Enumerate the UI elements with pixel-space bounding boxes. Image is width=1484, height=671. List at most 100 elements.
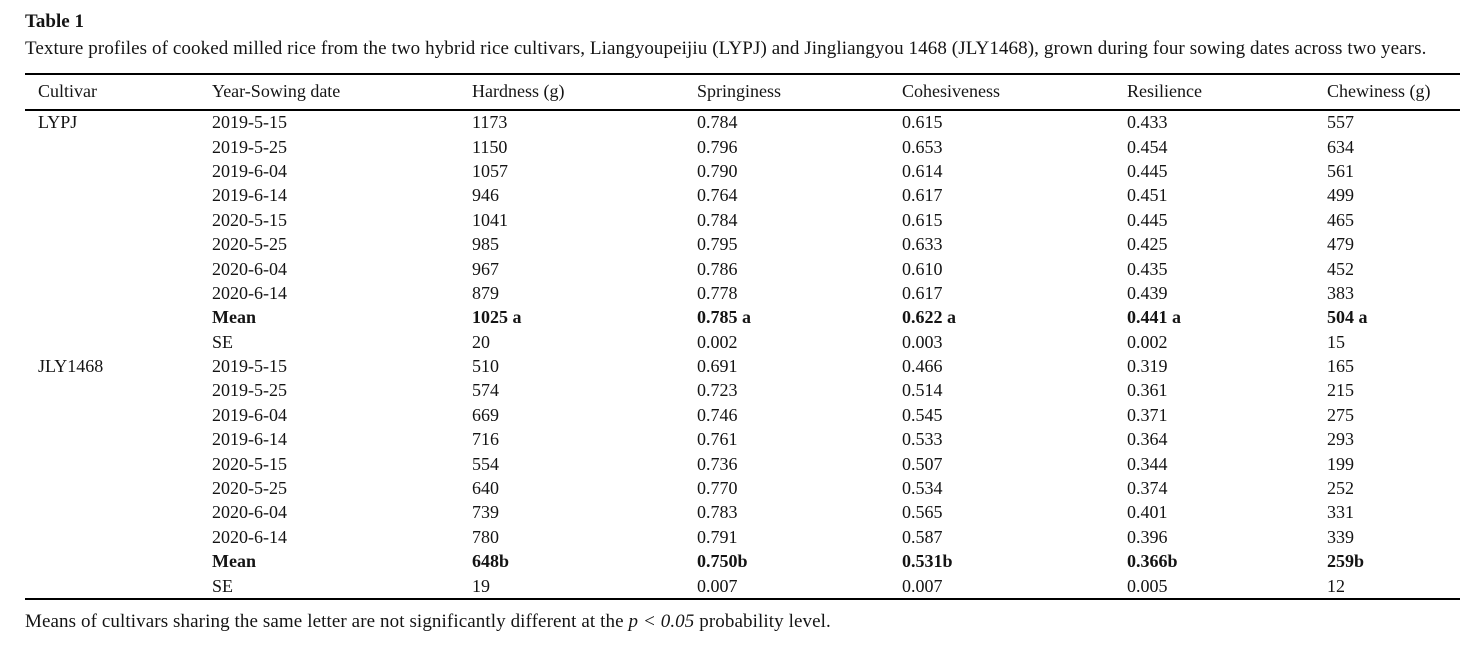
table-cell: 0.610 [902, 258, 943, 279]
table-cell: 1057 [472, 160, 508, 181]
table-cell: 0.433 [1127, 112, 1168, 133]
table-cell: 19 [472, 575, 490, 596]
table-cell: 0.445 [1127, 160, 1168, 181]
table-row: 2020-6-14 780 0.791 0.587 0.396 339 [25, 525, 1460, 549]
table-cell: 2020-6-14 [212, 526, 287, 547]
table-row: LYPJ 2019-5-15 1173 0.784 0.615 0.433 557 [25, 110, 1460, 135]
table-cell: 0.761 [697, 429, 738, 450]
table-caption: Texture profiles of cooked milled rice f… [25, 38, 1427, 59]
table-cell: 2019-5-25 [212, 380, 287, 401]
table-cell: 275 [1327, 404, 1354, 425]
table-cell: 1150 [472, 136, 508, 157]
table-cell: 0.007 [697, 575, 738, 596]
table-row: SE 19 0.007 0.007 0.005 12 [25, 574, 1460, 599]
table-cell: 0.615 [902, 209, 943, 230]
table-cell: 2019-6-14 [212, 429, 287, 450]
table-cell: SE [212, 575, 234, 596]
table-cell: 0.319 [1127, 356, 1168, 377]
table-row: SE 20 0.002 0.003 0.002 15 [25, 330, 1460, 354]
cultivar-cell [25, 574, 212, 599]
table-cell: 0.791 [697, 526, 738, 547]
table-cell: 648b [472, 551, 510, 572]
table-cell: 383 [1327, 282, 1354, 303]
cultivar-cell: LYPJ [38, 112, 78, 133]
table-cell: 0.007 [902, 575, 943, 596]
table-cell: 331 [1327, 502, 1354, 523]
table-cell: 259b [1327, 551, 1365, 572]
cultivar-cell [25, 452, 212, 476]
table-cell: 0.451 [1127, 185, 1168, 206]
table-cell: 0.445 [1127, 209, 1168, 230]
table-cell: 0.344 [1127, 453, 1168, 474]
table-cell: 0.441 a [1127, 307, 1181, 328]
table-cell: 0.746 [697, 404, 738, 425]
table-cell: Mean [212, 307, 256, 328]
column-header-hardness: Hardness (g) [472, 72, 697, 111]
footnote-text-before: Means of cultivars sharing the same lett… [25, 611, 629, 633]
table-cell: 293 [1327, 429, 1354, 450]
table-cell: 0.785 a [697, 307, 751, 328]
column-header-cultivar: Cultivar [25, 72, 212, 111]
table-cell: 1025 a [472, 307, 522, 328]
table-cell: 0.371 [1127, 404, 1168, 425]
table-cell: 12 [1327, 575, 1345, 596]
table-cell: 2020-5-25 [212, 478, 287, 499]
table-cell: 0.764 [697, 185, 738, 206]
table-cell: 780 [472, 526, 499, 547]
table-cell: 0.770 [697, 478, 738, 499]
table-cell: 0.795 [697, 234, 738, 255]
mean-row: Mean 1025 a 0.785 a 0.622 a 0.441 a 504 a [25, 306, 1460, 330]
table-cell: 967 [472, 258, 499, 279]
table-cell: 0.002 [697, 331, 738, 352]
table-cell: 0.691 [697, 356, 738, 377]
table-cell: 465 [1327, 209, 1354, 230]
table-cell: 0.361 [1127, 380, 1168, 401]
table-cell: 479 [1327, 234, 1354, 255]
table-cell: 554 [472, 453, 499, 474]
footnote-significance-level: p < 0.05 [628, 611, 695, 633]
table-cell: 0.507 [902, 453, 943, 474]
table-cell: 0.633 [902, 234, 943, 255]
table-cell: 0.396 [1127, 526, 1168, 547]
table-cell: 0.784 [697, 112, 738, 133]
table-cell: 0.614 [902, 160, 943, 181]
cultivar-cell [25, 208, 212, 232]
table-row: 2020-5-25 640 0.770 0.534 0.374 252 [25, 476, 1460, 500]
table-row: 2020-6-04 739 0.783 0.565 0.401 331 [25, 501, 1460, 525]
table-row: 2019-6-04 669 0.746 0.545 0.371 275 [25, 403, 1460, 427]
table-body: LYPJ 2019-5-15 1173 0.784 0.615 0.433 557 2019-… [25, 110, 1460, 600]
cultivar-cell [25, 281, 212, 305]
cultivar-cell [25, 135, 212, 159]
table-cell: 0.466 [902, 356, 943, 377]
table-cell: 2020-6-04 [212, 258, 287, 279]
table-cell: 0.736 [697, 453, 738, 474]
table-cell: 15 [1327, 331, 1345, 352]
table-cell: 739 [472, 502, 499, 523]
table-cell: 165 [1327, 356, 1354, 377]
table-cell: 0.514 [902, 380, 943, 401]
table-cell: 0.454 [1127, 136, 1168, 157]
table-cell: 0.653 [902, 136, 943, 157]
header-row: Cultivar Year-Sowing date Hardness (g) S… [25, 72, 1460, 111]
cultivar-cell [25, 232, 212, 256]
table-cell: 1041 [472, 209, 508, 230]
table-title: Table 1 [25, 11, 84, 32]
cultivar-cell [25, 159, 212, 183]
table-cell: 2020-5-25 [212, 234, 287, 255]
table-cell: 0.796 [697, 136, 738, 157]
table-cell: 0.374 [1127, 478, 1168, 499]
table-row: 2019-6-14 716 0.761 0.533 0.364 293 [25, 428, 1460, 452]
table-cell: 0.533 [902, 429, 943, 450]
table-footnote: Means of cultivars sharing the same lett… [25, 609, 1460, 635]
cultivar-cell [25, 501, 212, 525]
table-cell: 2019-5-15 [212, 112, 287, 133]
table-cell: 0.615 [902, 112, 943, 133]
table-row: 2020-5-25 985 0.795 0.633 0.425 479 [25, 232, 1460, 256]
table-cell: 0.534 [902, 478, 943, 499]
table-cell: 2020-6-04 [212, 502, 287, 523]
table-row: JLY1468 2019-5-15 510 0.691 0.466 0.319 165 [25, 354, 1460, 378]
table-cell: 2019-6-04 [212, 160, 287, 181]
table-cell: SE [212, 331, 234, 352]
table-cell: 0.003 [902, 331, 943, 352]
